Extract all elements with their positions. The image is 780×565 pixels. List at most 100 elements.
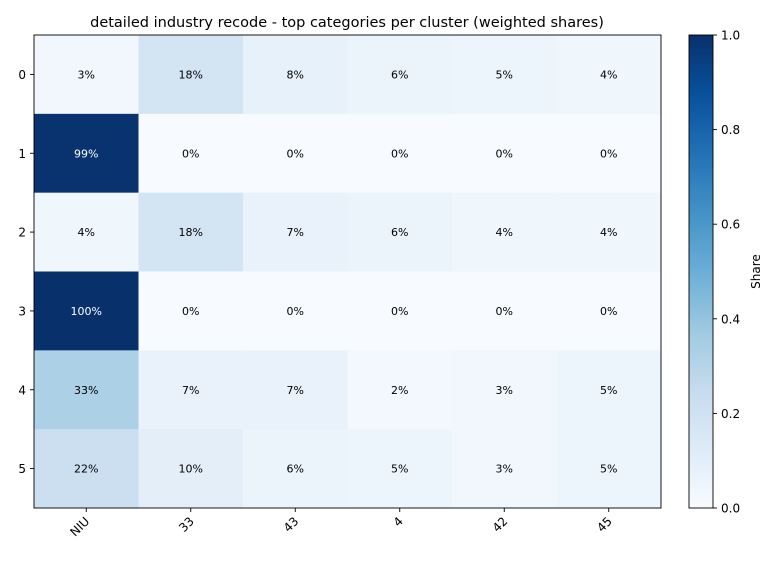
colorbar-tick-label: 1.0 xyxy=(721,29,740,43)
y-tick-label: 3 xyxy=(18,304,26,318)
colorbar-gradient xyxy=(688,34,714,509)
heatmap-cell xyxy=(34,192,139,272)
y-tick-label: 1 xyxy=(18,147,26,161)
heatmap-cell xyxy=(452,113,557,194)
cell-label: 7% xyxy=(287,384,304,397)
cell-label: 18% xyxy=(179,226,203,239)
cell-label: 8% xyxy=(287,68,304,81)
cell-label: 0% xyxy=(391,147,408,160)
cell-label: 6% xyxy=(391,226,408,239)
heatmap-cell xyxy=(34,350,139,430)
heatmap-cell xyxy=(243,35,348,115)
cell-label: 0% xyxy=(496,147,513,160)
cell-label: 5% xyxy=(391,463,408,476)
x-tick-label: 4 xyxy=(391,514,406,529)
heatmap-cell xyxy=(452,429,557,509)
heatmap-cell xyxy=(34,271,139,351)
x-tick-label: 33 xyxy=(176,514,197,535)
heatmap-cell xyxy=(452,35,557,115)
cell-label: 100% xyxy=(71,305,102,318)
cell-label: 33% xyxy=(74,384,98,397)
chart-title: detailed industry recode - top categorie… xyxy=(90,15,604,31)
heatmap-cell xyxy=(452,271,557,351)
colorbar-tick-label: 0.2 xyxy=(721,407,740,421)
cell-label: 6% xyxy=(287,463,304,476)
cell-label: 0% xyxy=(496,305,513,318)
cell-label: 4% xyxy=(78,226,95,239)
x-tick-label: NIU xyxy=(67,514,92,539)
cell-label: 0% xyxy=(600,305,617,318)
heatmap-cell xyxy=(556,192,662,272)
heatmap-cell xyxy=(347,350,453,430)
cell-label: 5% xyxy=(600,384,617,397)
cell-label: 6% xyxy=(391,68,408,81)
heatmap-cell xyxy=(556,429,662,509)
heatmap-cells xyxy=(34,35,662,509)
cell-label: 4% xyxy=(496,226,513,239)
heatmap-cell xyxy=(138,429,244,509)
heatmap-cell xyxy=(138,350,244,430)
heatmap-cell-labels: 3% 18% 8% 6% 5% 4% 99% 0% 0% 0% 0% 0% 4% 18% 7% 6% 4% 4% 1… xyxy=(71,68,618,475)
heatmap-cell xyxy=(138,35,244,115)
cell-label: 5% xyxy=(496,68,513,81)
y-tick-label: 2 xyxy=(18,226,26,240)
heatmap-cell xyxy=(347,192,453,272)
cell-label: 22% xyxy=(74,463,98,476)
cell-label: 5% xyxy=(600,463,617,476)
cell-label: 3% xyxy=(496,384,513,397)
cell-label: 0% xyxy=(600,147,617,160)
heatmap-cell xyxy=(34,35,139,115)
colorbar-tick-label: 0.0 xyxy=(721,502,740,516)
y-axis: 0 1 2 3 4 5 xyxy=(18,68,34,476)
cell-label: 2% xyxy=(391,384,408,397)
heatmap-cell xyxy=(34,429,139,509)
cell-label: 0% xyxy=(182,305,199,318)
y-tick-label: 5 xyxy=(18,462,26,476)
x-tick-label: 45 xyxy=(594,514,615,535)
x-tick-label: 43 xyxy=(281,514,302,535)
cell-label: 4% xyxy=(600,68,617,81)
heatmap-cell xyxy=(556,271,662,351)
colorbar-tick-label: 0.8 xyxy=(721,123,740,137)
cell-label: 0% xyxy=(391,305,408,318)
cell-label: 7% xyxy=(287,226,304,239)
cell-label: 10% xyxy=(179,463,203,476)
colorbar-label: Share xyxy=(749,254,763,289)
heatmap-cell xyxy=(347,35,453,115)
y-tick-label: 0 xyxy=(18,68,26,82)
x-tick-label: 42 xyxy=(490,514,511,535)
cell-label: 99% xyxy=(74,147,98,160)
heatmap-cell xyxy=(556,350,662,430)
heatmap-cell xyxy=(243,271,348,351)
heatmap-cell xyxy=(347,271,453,351)
heatmap-cell xyxy=(138,113,244,194)
heatmap-cell xyxy=(243,350,348,430)
x-axis: NIU 33 43 4 42 45 xyxy=(67,508,615,539)
heatmap-cell xyxy=(347,429,453,509)
cell-label: 0% xyxy=(287,305,304,318)
colorbar-tick-label: 0.4 xyxy=(721,312,740,326)
heatmap-cell xyxy=(138,271,244,351)
y-tick-label: 4 xyxy=(18,383,26,397)
heatmap-cell xyxy=(243,113,348,194)
heatmap-cell xyxy=(138,192,244,272)
heatmap-cell xyxy=(452,350,557,430)
heatmap-cell xyxy=(452,192,557,272)
heatmap-cell xyxy=(243,192,348,272)
colorbar-tick-label: 0.6 xyxy=(721,218,740,232)
heatmap-cell xyxy=(556,35,662,115)
heatmap-cell xyxy=(556,113,662,194)
cell-label: 0% xyxy=(287,147,304,160)
cell-label: 0% xyxy=(182,147,199,160)
cell-label: 3% xyxy=(496,463,513,476)
heatmap-cell xyxy=(347,113,453,194)
cell-label: 18% xyxy=(179,68,203,81)
heatmap-cell xyxy=(243,429,348,509)
cell-label: 4% xyxy=(600,226,617,239)
plot-frame xyxy=(33,34,662,509)
cell-label: 7% xyxy=(182,384,199,397)
colorbar: 0.0 0.2 0.4 0.6 0.8 1.0 Share xyxy=(688,29,763,516)
cell-label: 3% xyxy=(78,68,95,81)
